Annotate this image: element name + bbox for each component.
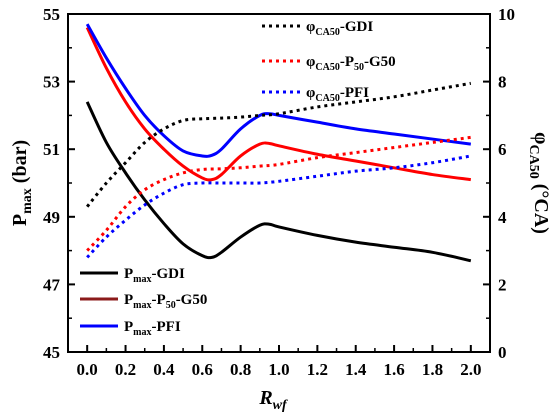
series-line-pmax_p50g50 [85, 26, 472, 182]
y-left-tick-label: 51 [43, 140, 60, 159]
x-tick-label: 0.2 [115, 360, 136, 379]
ticks-layer: 0.0 0.2 0.4 0.6 0.8 1.0 1.2 1.4 1.6 1.8 2.0 45 47 49 5… [43, 5, 515, 379]
y-left-tick-label: 49 [43, 208, 60, 227]
y-right-tick-label: 8 [498, 73, 507, 92]
x-axis-title-sub: wf [273, 398, 288, 413]
legend-top-right: φCA50-GDI φCA50-P50-G50 φCA50-PFI [262, 19, 396, 104]
y-right-tick-label: 10 [498, 5, 515, 24]
x-tick-label: 1.2 [307, 360, 328, 379]
y-left-tick-label: 55 [43, 5, 60, 24]
x-axis-title: Rwf [258, 387, 288, 413]
legend-label-pmax-gdi: Pmax-GDI [124, 266, 185, 285]
y-right-title-unit: (°CA) [530, 179, 550, 234]
legend-label-phi-p50g50: φCA50-P50-G50 [306, 54, 396, 73]
legend-label-pmax-pfi: Pmax-PFI [124, 319, 181, 338]
series-line-pmax_pfi [85, 23, 472, 158]
y-left-axis-title: Pmax (bar) [9, 140, 35, 226]
series-layer [85, 23, 472, 263]
series-line-phi_pfi [86, 154, 472, 259]
x-tick-label: 0.8 [230, 360, 251, 379]
y-left-tick-label: 45 [43, 343, 60, 362]
x-tick-label: 1.0 [268, 360, 289, 379]
series-line-pmax_gdi [85, 101, 472, 263]
legend-label-phi-pfi: φCA50-PFI [306, 85, 369, 104]
x-tick-label: 0.6 [192, 360, 213, 379]
y-right-tick-label: 2 [498, 275, 507, 294]
y-right-title-main: φ [530, 132, 550, 144]
y-right-axis-title: φCA50 (°CA) [526, 132, 550, 234]
y-right-tick-label: 4 [498, 208, 507, 227]
y-left-title-unit: (bar) [9, 140, 31, 188]
legend-bottom-left: Pmax-GDI Pmax-P50-G50 Pmax-PFI [80, 266, 207, 338]
series-line-phi_gdi [86, 81, 472, 208]
x-axis-title-main: R [258, 387, 272, 409]
x-tick-label: 0.0 [77, 360, 98, 379]
x-tick-label: 1.8 [422, 360, 443, 379]
y-right-title-sub: CA50 [526, 145, 541, 179]
y-right-tick-label: 6 [498, 140, 507, 159]
y-left-tick-label: 47 [43, 275, 61, 294]
x-tick-label: 0.4 [153, 360, 175, 379]
x-tick-label: 1.4 [345, 360, 367, 379]
y-right-tick-label: 0 [498, 343, 507, 362]
y-left-tick-label: 53 [43, 73, 60, 92]
legend-label-phi-gdi: φCA50-GDI [306, 19, 373, 38]
x-tick-label: 2.0 [460, 360, 481, 379]
y-left-title-main: P [9, 214, 31, 226]
y-left-title-sub: max [20, 188, 35, 214]
series-line-phi_p50g50 [86, 135, 472, 252]
legend-label-pmax-p50g50: Pmax-P50-G50 [124, 292, 207, 311]
x-tick-label: 1.6 [383, 360, 404, 379]
